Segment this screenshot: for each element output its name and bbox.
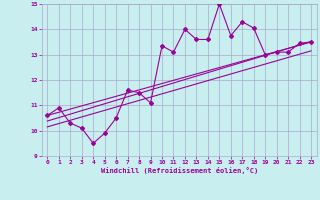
X-axis label: Windchill (Refroidissement éolien,°C): Windchill (Refroidissement éolien,°C) [100, 167, 258, 174]
